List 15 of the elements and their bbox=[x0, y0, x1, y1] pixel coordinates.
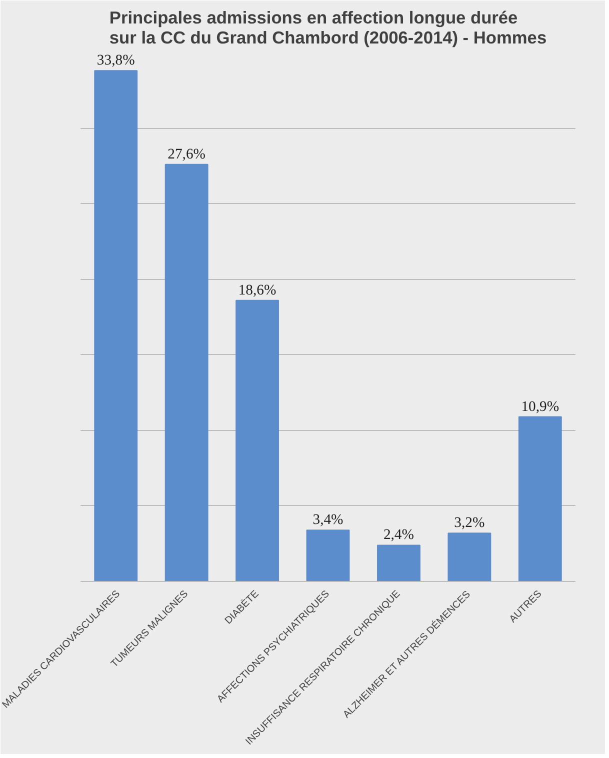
bar bbox=[306, 530, 350, 582]
bar bbox=[236, 300, 279, 582]
bar bbox=[518, 416, 562, 582]
data-label: 27,6% bbox=[168, 146, 206, 162]
data-label: 18,6% bbox=[238, 282, 276, 298]
chart-title: Principales admissions en affection longue durée sur la CC du Grand Chambord (2006-2014) - Hommes bbox=[109, 8, 547, 48]
data-label: 2,4% bbox=[383, 527, 414, 544]
bar bbox=[164, 164, 208, 582]
bar bbox=[377, 544, 420, 582]
bar bbox=[448, 532, 492, 582]
data-label: 33,8% bbox=[96, 52, 135, 69]
data-label: 10,9% bbox=[521, 398, 560, 415]
bar bbox=[94, 70, 138, 582]
data-label: 3,2% bbox=[454, 515, 485, 532]
data-label: 3,4% bbox=[312, 512, 344, 528]
